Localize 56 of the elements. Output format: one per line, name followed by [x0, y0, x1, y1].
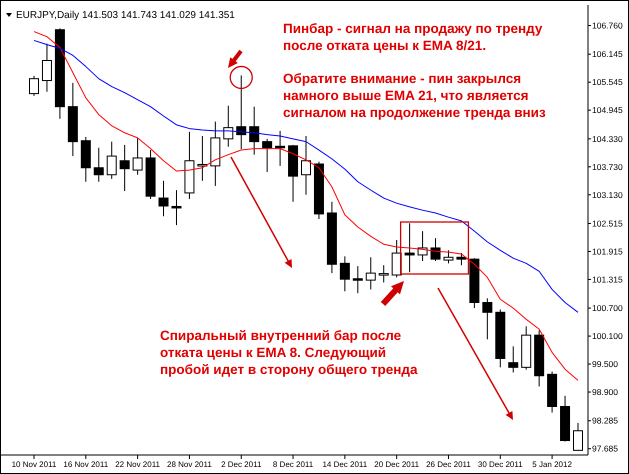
line-series: [34, 40, 578, 313]
candlestick: [262, 138, 272, 172]
candlestick: [430, 238, 441, 262]
candlestick: [42, 43, 52, 92]
x-tick-label: 16 Nov 2011: [63, 460, 109, 469]
x-tick-label: 5 Jan 2012: [532, 460, 572, 469]
x-tick-label: 30 Dec 2011: [478, 460, 524, 469]
candlestick: [340, 256, 350, 292]
candlestick: [352, 266, 363, 294]
y-tick-label: 100.700: [592, 303, 623, 314]
candlestick: [120, 144, 130, 192]
candlestick: [482, 298, 492, 340]
x-tick-label: 10 Nov 2011: [12, 460, 57, 469]
candlestick: [29, 75, 39, 96]
candlestick: [508, 346, 518, 373]
candlestick: [106, 141, 117, 180]
candlestick: [275, 130, 286, 166]
candlestick: [301, 136, 311, 196]
y-tick-label: 105.545: [592, 77, 623, 88]
x-tick-label: 14 Dec 2011: [322, 460, 368, 469]
y-tick-label: 103.130: [592, 190, 623, 200]
candlestick: [404, 222, 415, 273]
x-tick-label: 8 Dec 2011: [272, 460, 314, 469]
y-tick-label: 98.900: [592, 387, 618, 398]
text: EURJPY,Daily 141.503 141.743 141.029 141.351: [16, 10, 236, 21]
candlestick: [249, 106, 260, 156]
candlestick: [171, 190, 182, 226]
candlestick: [366, 256, 376, 290]
y-tick-label: 104.330: [592, 134, 623, 144]
x-tick-label: 2 Dec 2011: [221, 460, 262, 469]
candlestick: [158, 180, 169, 217]
x-tick-label: 28 Nov 2011: [167, 460, 212, 469]
annotation: Спиральный внутренний бар после отката цены к EMA 8. Следующий пробой идет в сторону общего тренда: [160, 328, 418, 377]
y-tick-label: 106.145: [592, 49, 623, 60]
x-tick-label: 26 Dec 2011: [426, 460, 472, 469]
x-tick-label: 22 Nov 2011: [115, 460, 161, 469]
candlestick: [223, 105, 234, 148]
y-tick-label: 98.285: [592, 416, 618, 426]
x-tick-label: 20 Dec 2011: [374, 460, 420, 469]
y-tick-label: 100.100: [592, 331, 623, 342]
candlestick: [573, 422, 583, 452]
candlestick: [132, 137, 143, 176]
annotation: Обратите внимание - пин закрылся намного выше EMA 21, что является сигналом на продолжение тренда вниз: [283, 71, 546, 120]
y-tick-label: 101.915: [592, 246, 623, 256]
candlestick: [443, 250, 454, 264]
candlestick: [378, 264, 389, 283]
y-tick-label: 102.515: [592, 218, 623, 228]
y-tick-label: 103.730: [592, 162, 623, 172]
y-tick-label: 104.945: [592, 105, 623, 116]
y-tick-label: 97.685: [592, 444, 618, 454]
y-tick-label: 101.315: [592, 274, 623, 284]
y-tick-label: 106.760: [592, 20, 623, 30]
annotation: Пинбар - сигнал на продажу по тренду после отката цены к EMA 8/21.: [283, 21, 543, 53]
candlestick: [236, 74, 246, 150]
candlestick: [94, 147, 104, 182]
y-tick-label: 99.500: [592, 359, 618, 370]
